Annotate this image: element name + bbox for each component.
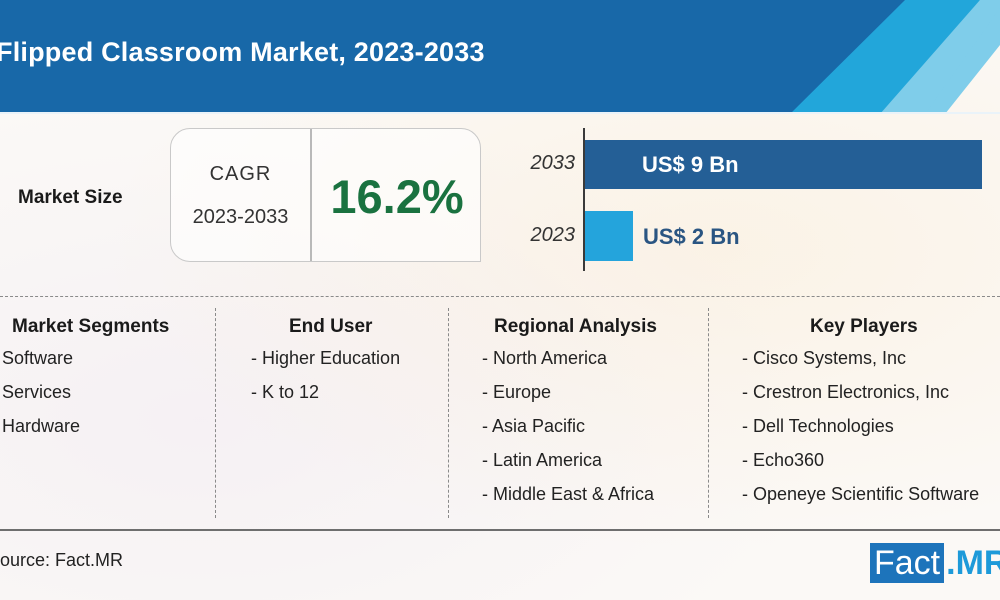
cagr-box: CAGR 2023-2033 16.2% xyxy=(170,128,481,262)
chart-axis xyxy=(583,128,585,271)
list-item: - North America xyxy=(482,348,608,368)
bar-2033 xyxy=(585,140,982,189)
list-item: Software xyxy=(2,348,74,368)
key-players-column: Key Players - Cisco Systems, Inc - Crest… xyxy=(709,316,1000,517)
logo-box: Fact xyxy=(870,543,945,583)
bar-2023 xyxy=(585,211,633,261)
page-title: Flipped Classroom Market, 2023-2033 xyxy=(0,37,485,67)
bar-label-2023: US$ 2 Bn xyxy=(643,224,740,249)
section-separator xyxy=(0,296,1000,297)
key-players-title: Key Players xyxy=(810,316,918,337)
list-item: - Echo360 xyxy=(742,450,825,470)
list-item: - Dell Technologies xyxy=(742,416,894,436)
cagr-period: 2023-2033 xyxy=(192,206,289,228)
list-item: Services xyxy=(2,382,72,402)
header-stripes xyxy=(0,0,1000,114)
end-user-title: End User xyxy=(289,316,373,337)
column-divider xyxy=(708,308,709,518)
cagr-label: CAGR xyxy=(209,163,272,185)
market-segments-title: Market Segments xyxy=(12,316,170,337)
regional-analysis-column: Regional Analysis - North America - Euro… xyxy=(449,316,708,517)
market-size-label: Market Size xyxy=(18,187,123,208)
list-item: Hardware xyxy=(2,416,81,436)
regional-analysis-title: Regional Analysis xyxy=(494,316,657,337)
list-item: - Asia Pacific xyxy=(482,416,586,436)
logo-suffix: .MR xyxy=(946,544,1000,582)
cagr-value: 16.2% xyxy=(330,170,464,223)
bar-label-2033: US$ 9 Bn xyxy=(642,152,739,177)
factmr-logo: Fact .MR xyxy=(870,543,1000,583)
list-item: - Middle East & Africa xyxy=(482,484,655,504)
list-item: - Europe xyxy=(482,382,552,402)
header-banner: Flipped Classroom Market, 2023-2033 xyxy=(0,0,1000,114)
cagr-divider xyxy=(310,129,312,261)
list-item: - Openeye Scientific Software xyxy=(742,484,980,504)
bar-year-2023: 2023 xyxy=(530,224,576,246)
column-divider xyxy=(448,308,449,518)
list-item: - Latin America xyxy=(482,450,603,470)
market-segments-column: Market Segments Software Services Hardwa… xyxy=(0,316,215,449)
bar-year-2033: 2033 xyxy=(530,152,576,174)
source-text: Source: Fact.MR xyxy=(0,550,124,570)
end-user-column: End User - Higher Education - K to 12 xyxy=(216,316,448,415)
list-item: - Higher Education xyxy=(251,348,401,368)
footer-rule xyxy=(0,529,1000,531)
list-item: - K to 12 xyxy=(251,382,320,402)
column-divider xyxy=(215,308,216,518)
list-item: - Crestron Electronics, Inc xyxy=(742,382,950,402)
list-item: - Cisco Systems, Inc xyxy=(742,348,907,368)
